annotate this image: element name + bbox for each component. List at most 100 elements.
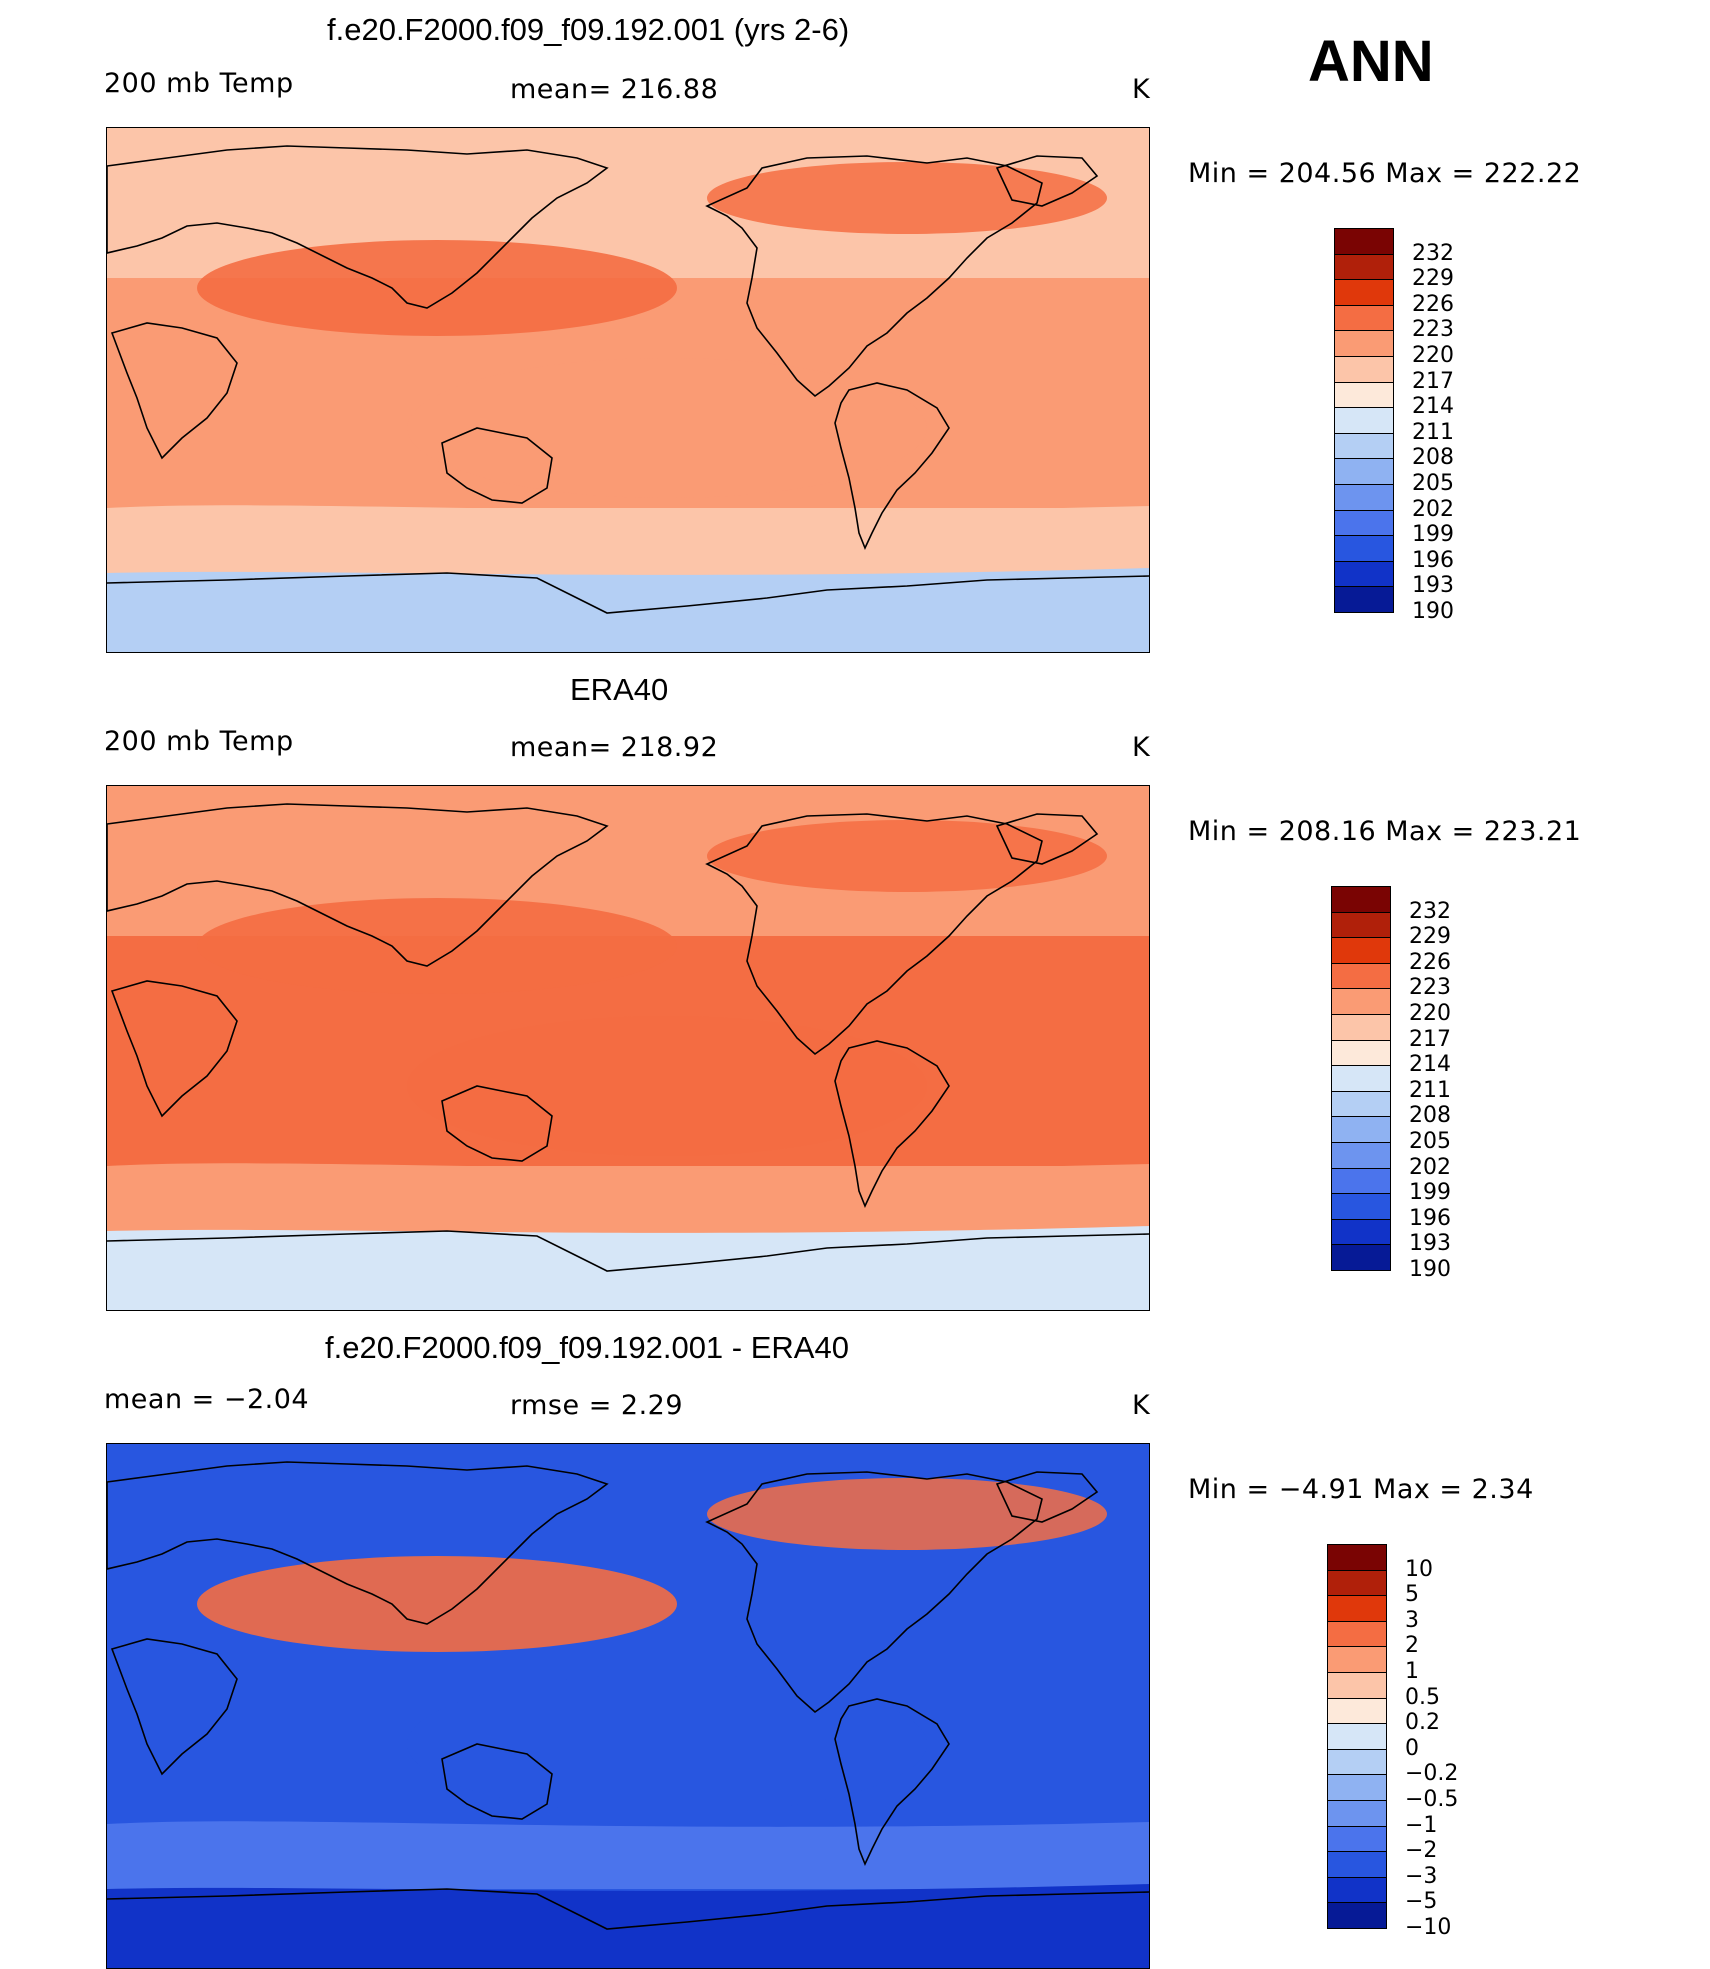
colorbar-tick-label: 217 <box>1409 1026 1451 1052</box>
field-pacific-feature <box>407 1016 927 1156</box>
colorbar-swatch <box>1334 381 1394 409</box>
continent-coastline <box>107 1461 609 1625</box>
colorbar-swatch <box>1327 1595 1387 1623</box>
colorbar-tick-label: 214 <box>1409 1052 1451 1078</box>
colorbar-swatch <box>1331 962 1391 990</box>
continent-coastline <box>705 155 1043 398</box>
panel-2-title: ERA40 <box>570 672 669 707</box>
colorbar-tick-label: 3 <box>1405 1607 1419 1633</box>
colorbar-swatch <box>1334 356 1394 384</box>
panel-3-mean-label: mean = −2.04 <box>104 1384 310 1415</box>
colorbar-tick-label: 5 <box>1405 1582 1419 1608</box>
colorbar-tick-label: −5 <box>1405 1889 1438 1915</box>
colorbar-tick-label: −3 <box>1405 1863 1438 1889</box>
field-asian-feature <box>197 1556 677 1652</box>
antarctic-coastline <box>107 1230 1149 1272</box>
colorbar-swatch <box>1334 253 1394 281</box>
colorbar-tick-label: 2 <box>1405 1633 1419 1659</box>
continent-coastline <box>705 813 1043 1056</box>
continent-coastline <box>834 1698 950 1867</box>
colorbar-tick-label: 196 <box>1412 547 1454 573</box>
colorbar-tick-label: 202 <box>1409 1154 1451 1180</box>
colorbar-swatch <box>1334 432 1394 460</box>
colorbar-tick-label: 232 <box>1412 240 1454 266</box>
field-antarctic-band <box>107 1226 1149 1310</box>
colorbar-swatch <box>1334 458 1394 486</box>
colorbar-tick-label: 190 <box>1412 599 1454 624</box>
colorbar-swatch <box>1334 586 1394 614</box>
colorbar-tick-label: 211 <box>1412 419 1454 445</box>
colorbar-swatch <box>1331 1193 1391 1221</box>
panel-1-variable-label: 200 mb Temp <box>104 68 294 99</box>
colorbar-tick-label: 226 <box>1412 291 1454 317</box>
colorbar-swatch <box>1331 1039 1391 1067</box>
field-arctic-feature <box>707 1478 1107 1550</box>
panel-3-rmse-label: rmse = 2.29 <box>510 1390 684 1421</box>
colorbar-tick-label: −10 <box>1405 1915 1452 1940</box>
continent-coastline <box>441 1085 553 1162</box>
colorbar-swatch <box>1331 1090 1391 1118</box>
colorbar-tick-label: 217 <box>1412 368 1454 394</box>
panel-2-unit-label: K <box>1132 732 1151 763</box>
continent-coastline <box>107 145 609 309</box>
continent-coastline <box>834 1040 950 1209</box>
colorbar-swatch <box>1327 1774 1387 1802</box>
colorbar-tick-label: 226 <box>1409 949 1451 975</box>
colorbar-tick-label: 190 <box>1409 1257 1451 1282</box>
colorbar-swatch <box>1327 1748 1387 1776</box>
colorbar-swatch <box>1331 1244 1391 1272</box>
colorbar-swatch <box>1331 1116 1391 1144</box>
colorbar-tick-label: 196 <box>1409 1205 1451 1231</box>
colorbar-swatch <box>1331 937 1391 965</box>
panel-3-map <box>106 1443 1150 1969</box>
continent-coastline <box>995 155 1099 207</box>
colorbar-swatch <box>1331 1014 1391 1042</box>
colorbar-swatch <box>1331 1065 1391 1093</box>
panel-1-unit-label: K <box>1132 74 1151 105</box>
continent-coastline <box>110 1638 238 1776</box>
field-southern-band <box>107 1163 1149 1231</box>
colorbar-swatch <box>1334 509 1394 537</box>
colorbar-tick-label: 0 <box>1405 1735 1419 1761</box>
panel-1-title: f.e20.F2000.f09_f09.192.001 (yrs 2-6) <box>327 12 850 47</box>
colorbar-tick-label: 1 <box>1405 1659 1419 1684</box>
colorbar-tick-label: 199 <box>1412 522 1454 548</box>
panel-1-map <box>106 127 1150 653</box>
panel-2-mean-label: mean= 218.92 <box>510 732 719 763</box>
colorbar-swatch <box>1334 484 1394 512</box>
field-southern-band <box>107 505 1149 573</box>
colorbar-swatch <box>1327 1569 1387 1597</box>
colorbar-swatch <box>1334 279 1394 307</box>
season-label: ANN <box>1308 29 1434 94</box>
colorbar-tick-label: 205 <box>1412 471 1454 496</box>
continent-coastline <box>995 1471 1099 1523</box>
colorbar-swatch <box>1327 1672 1387 1700</box>
colorbar-swatch <box>1331 911 1391 939</box>
colorbar-tick-label: 223 <box>1409 975 1451 1001</box>
colorbar-tick-label: 193 <box>1412 573 1454 599</box>
colorbar-swatch <box>1331 1218 1391 1246</box>
panel-3-minmax: Min = −4.91 Max = 2.34 <box>1188 1474 1534 1505</box>
colorbar-swatch <box>1331 886 1391 914</box>
colorbar-tick-label: 220 <box>1409 1001 1451 1026</box>
continent-coastline <box>110 322 238 460</box>
colorbar-swatch <box>1334 407 1394 435</box>
colorbar-tick-label: −2 <box>1405 1838 1438 1864</box>
colorbar-swatch <box>1327 1851 1387 1879</box>
colorbar-tick-label: 229 <box>1412 266 1454 292</box>
colorbar-swatch <box>1327 1876 1387 1904</box>
panel-3-unit-label: K <box>1132 1390 1151 1421</box>
colorbar-tick-label: −0.2 <box>1405 1761 1459 1787</box>
panel-2-variable-label: 200 mb Temp <box>104 726 294 757</box>
map-canvas <box>107 128 1149 652</box>
colorbar-tick-label: 199 <box>1409 1180 1451 1206</box>
colorbar-tick-label: 232 <box>1409 898 1451 924</box>
field-pacific-feature <box>407 358 927 498</box>
colorbar-tick-label: 208 <box>1412 445 1454 471</box>
antarctic-coastline <box>107 1888 1149 1930</box>
colorbar-tick-label: 0.5 <box>1405 1684 1440 1710</box>
colorbar-swatch <box>1334 304 1394 332</box>
colorbar-tick-label: 0.2 <box>1405 1710 1440 1736</box>
colorbar-tick-label: 208 <box>1409 1103 1451 1129</box>
colorbar-tick-label: 214 <box>1412 394 1454 420</box>
